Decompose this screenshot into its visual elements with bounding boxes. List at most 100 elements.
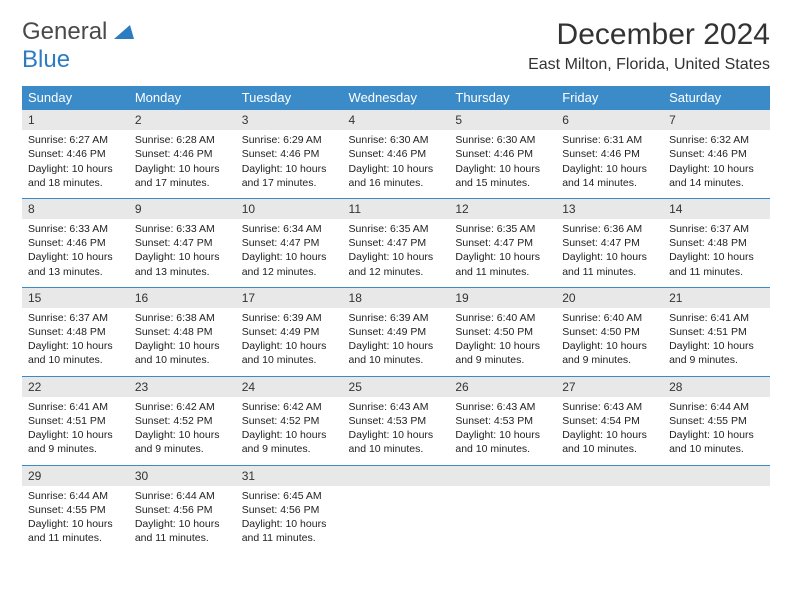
day-details: Sunrise: 6:28 AMSunset: 4:46 PMDaylight:…: [129, 130, 236, 198]
calendar-week-row: 22Sunrise: 6:41 AMSunset: 4:51 PMDayligh…: [22, 376, 770, 465]
calendar-day-cell: 20Sunrise: 6:40 AMSunset: 4:50 PMDayligh…: [556, 287, 663, 376]
calendar-day-cell: 17Sunrise: 6:39 AMSunset: 4:49 PMDayligh…: [236, 287, 343, 376]
calendar-day-cell: 3Sunrise: 6:29 AMSunset: 4:46 PMDaylight…: [236, 110, 343, 199]
date-number: 6: [556, 110, 663, 130]
day-details: Sunrise: 6:43 AMSunset: 4:53 PMDaylight:…: [343, 397, 450, 465]
calendar-empty-cell: [663, 465, 770, 553]
calendar-day-cell: 2Sunrise: 6:28 AMSunset: 4:46 PMDaylight…: [129, 110, 236, 199]
calendar-day-cell: 29Sunrise: 6:44 AMSunset: 4:55 PMDayligh…: [22, 465, 129, 553]
calendar-empty-cell: [449, 465, 556, 553]
calendar-week-row: 29Sunrise: 6:44 AMSunset: 4:55 PMDayligh…: [22, 465, 770, 553]
date-number: 21: [663, 288, 770, 308]
day-header: Thursday: [449, 86, 556, 110]
day-details: Sunrise: 6:42 AMSunset: 4:52 PMDaylight:…: [129, 397, 236, 465]
date-number: 29: [22, 466, 129, 486]
calendar-day-cell: 9Sunrise: 6:33 AMSunset: 4:47 PMDaylight…: [129, 198, 236, 287]
day-details: Sunrise: 6:45 AMSunset: 4:56 PMDaylight:…: [236, 486, 343, 554]
calendar-day-cell: 13Sunrise: 6:36 AMSunset: 4:47 PMDayligh…: [556, 198, 663, 287]
day-details: Sunrise: 6:33 AMSunset: 4:47 PMDaylight:…: [129, 219, 236, 287]
day-details: Sunrise: 6:38 AMSunset: 4:48 PMDaylight:…: [129, 308, 236, 376]
calendar-week-row: 8Sunrise: 6:33 AMSunset: 4:46 PMDaylight…: [22, 198, 770, 287]
title-block: December 2024 East Milton, Florida, Unit…: [528, 18, 770, 74]
logo-text: General Blue: [22, 18, 134, 74]
calendar-day-cell: 7Sunrise: 6:32 AMSunset: 4:46 PMDaylight…: [663, 110, 770, 199]
date-number: 13: [556, 199, 663, 219]
calendar-day-cell: 6Sunrise: 6:31 AMSunset: 4:46 PMDaylight…: [556, 110, 663, 199]
day-details: Sunrise: 6:44 AMSunset: 4:55 PMDaylight:…: [22, 486, 129, 554]
brand-triangle-icon: [112, 26, 134, 43]
date-number: 23: [129, 377, 236, 397]
calendar-day-cell: 24Sunrise: 6:42 AMSunset: 4:52 PMDayligh…: [236, 376, 343, 465]
day-header-row: SundayMondayTuesdayWednesdayThursdayFrid…: [22, 86, 770, 110]
brand-word1: General: [22, 18, 107, 45]
calendar-day-cell: 5Sunrise: 6:30 AMSunset: 4:46 PMDaylight…: [449, 110, 556, 199]
date-number: 12: [449, 199, 556, 219]
date-number: 28: [663, 377, 770, 397]
day-details: Sunrise: 6:35 AMSunset: 4:47 PMDaylight:…: [343, 219, 450, 287]
day-details: Sunrise: 6:29 AMSunset: 4:46 PMDaylight:…: [236, 130, 343, 198]
date-number: 16: [129, 288, 236, 308]
date-number: 31: [236, 466, 343, 486]
day-details: Sunrise: 6:44 AMSunset: 4:56 PMDaylight:…: [129, 486, 236, 554]
day-details: Sunrise: 6:42 AMSunset: 4:52 PMDaylight:…: [236, 397, 343, 465]
calendar-page: General Blue December 2024 East Milton, …: [0, 0, 792, 563]
date-number: 30: [129, 466, 236, 486]
day-details: Sunrise: 6:31 AMSunset: 4:46 PMDaylight:…: [556, 130, 663, 198]
day-details: Sunrise: 6:41 AMSunset: 4:51 PMDaylight:…: [22, 397, 129, 465]
date-number: 22: [22, 377, 129, 397]
calendar-day-cell: 26Sunrise: 6:43 AMSunset: 4:53 PMDayligh…: [449, 376, 556, 465]
brand-word2: Blue: [22, 46, 70, 73]
day-details: Sunrise: 6:35 AMSunset: 4:47 PMDaylight:…: [449, 219, 556, 287]
calendar-week-row: 15Sunrise: 6:37 AMSunset: 4:48 PMDayligh…: [22, 287, 770, 376]
date-number: 27: [556, 377, 663, 397]
calendar-day-cell: 25Sunrise: 6:43 AMSunset: 4:53 PMDayligh…: [343, 376, 450, 465]
calendar-day-cell: 19Sunrise: 6:40 AMSunset: 4:50 PMDayligh…: [449, 287, 556, 376]
day-details: Sunrise: 6:43 AMSunset: 4:54 PMDaylight:…: [556, 397, 663, 465]
day-details: Sunrise: 6:32 AMSunset: 4:46 PMDaylight:…: [663, 130, 770, 198]
calendar-empty-cell: [556, 465, 663, 553]
day-details: Sunrise: 6:27 AMSunset: 4:46 PMDaylight:…: [22, 130, 129, 198]
date-number: 8: [22, 199, 129, 219]
calendar-day-cell: 14Sunrise: 6:37 AMSunset: 4:48 PMDayligh…: [663, 198, 770, 287]
calendar-day-cell: 31Sunrise: 6:45 AMSunset: 4:56 PMDayligh…: [236, 465, 343, 553]
day-details: Sunrise: 6:30 AMSunset: 4:46 PMDaylight:…: [449, 130, 556, 198]
date-number: 24: [236, 377, 343, 397]
calendar-day-cell: 12Sunrise: 6:35 AMSunset: 4:47 PMDayligh…: [449, 198, 556, 287]
day-details: Sunrise: 6:37 AMSunset: 4:48 PMDaylight:…: [663, 219, 770, 287]
day-header: Tuesday: [236, 86, 343, 110]
calendar-day-cell: 22Sunrise: 6:41 AMSunset: 4:51 PMDayligh…: [22, 376, 129, 465]
calendar-day-cell: 16Sunrise: 6:38 AMSunset: 4:48 PMDayligh…: [129, 287, 236, 376]
day-header: Friday: [556, 86, 663, 110]
date-number: 9: [129, 199, 236, 219]
day-details: Sunrise: 6:41 AMSunset: 4:51 PMDaylight:…: [663, 308, 770, 376]
location-subtitle: East Milton, Florida, United States: [528, 56, 770, 74]
month-title: December 2024: [528, 18, 770, 52]
calendar-day-cell: 8Sunrise: 6:33 AMSunset: 4:46 PMDaylight…: [22, 198, 129, 287]
date-number: 10: [236, 199, 343, 219]
day-header: Saturday: [663, 86, 770, 110]
date-number: 15: [22, 288, 129, 308]
day-header: Wednesday: [343, 86, 450, 110]
header-row: General Blue December 2024 East Milton, …: [22, 18, 770, 74]
day-details: Sunrise: 6:43 AMSunset: 4:53 PMDaylight:…: [449, 397, 556, 465]
day-details: Sunrise: 6:33 AMSunset: 4:46 PMDaylight:…: [22, 219, 129, 287]
calendar-day-cell: 15Sunrise: 6:37 AMSunset: 4:48 PMDayligh…: [22, 287, 129, 376]
calendar-day-cell: 30Sunrise: 6:44 AMSunset: 4:56 PMDayligh…: [129, 465, 236, 553]
calendar-day-cell: 23Sunrise: 6:42 AMSunset: 4:52 PMDayligh…: [129, 376, 236, 465]
date-number: 20: [556, 288, 663, 308]
day-details: Sunrise: 6:39 AMSunset: 4:49 PMDaylight:…: [343, 308, 450, 376]
day-header: Sunday: [22, 86, 129, 110]
date-number: 18: [343, 288, 450, 308]
calendar-day-cell: 27Sunrise: 6:43 AMSunset: 4:54 PMDayligh…: [556, 376, 663, 465]
date-number: 17: [236, 288, 343, 308]
day-details: Sunrise: 6:37 AMSunset: 4:48 PMDaylight:…: [22, 308, 129, 376]
day-details: Sunrise: 6:36 AMSunset: 4:47 PMDaylight:…: [556, 219, 663, 287]
brand-logo: General Blue: [22, 18, 134, 74]
calendar-day-cell: 11Sunrise: 6:35 AMSunset: 4:47 PMDayligh…: [343, 198, 450, 287]
date-number: 25: [343, 377, 450, 397]
calendar-day-cell: 10Sunrise: 6:34 AMSunset: 4:47 PMDayligh…: [236, 198, 343, 287]
calendar-day-cell: 28Sunrise: 6:44 AMSunset: 4:55 PMDayligh…: [663, 376, 770, 465]
calendar-table: SundayMondayTuesdayWednesdayThursdayFrid…: [22, 86, 770, 553]
calendar-empty-cell: [343, 465, 450, 553]
calendar-week-row: 1Sunrise: 6:27 AMSunset: 4:46 PMDaylight…: [22, 110, 770, 199]
